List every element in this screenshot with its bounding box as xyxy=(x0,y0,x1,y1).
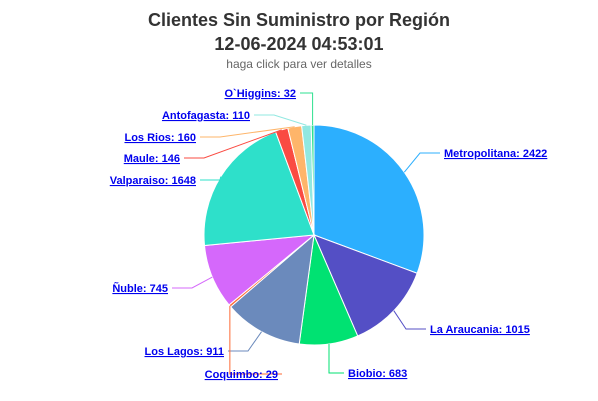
connector-line xyxy=(403,152,440,173)
data-label[interactable]: Antofagasta: 110 xyxy=(162,110,250,122)
data-label[interactable]: Los Lagos: 911 xyxy=(145,346,224,358)
data-labels: Metropolitana: 2422 La Araucania: 1015 Bio… xyxy=(110,88,548,381)
connector-line xyxy=(328,343,344,374)
label-connectors xyxy=(172,92,440,375)
data-label[interactable]: Los Rios: 160 xyxy=(124,132,196,144)
data-label[interactable]: Metropolitana: 2422 xyxy=(444,148,547,160)
data-label[interactable]: Biobio: 683 xyxy=(348,368,407,380)
connector-line xyxy=(229,305,282,375)
connector-line xyxy=(200,176,222,181)
pie-slice-o-higgins[interactable] xyxy=(310,124,315,236)
connector-line xyxy=(172,276,213,289)
data-label[interactable]: Ñuble: 745 xyxy=(112,282,168,295)
data-label[interactable]: Maule: 146 xyxy=(124,153,180,165)
chart-timestamp: 12-06-2024 04:53:01 xyxy=(214,34,384,54)
connector-line xyxy=(228,331,262,352)
connector-line xyxy=(300,92,314,126)
chart-subtitle: haga click para ver detalles xyxy=(226,57,372,71)
connector-line xyxy=(254,114,307,126)
pie-slice-los-lagos[interactable] xyxy=(229,233,315,345)
connector-line xyxy=(184,129,282,159)
pie-slice-metropolitana[interactable] xyxy=(313,124,425,274)
connector-line xyxy=(393,310,426,330)
pie-slice-la-araucania[interactable] xyxy=(313,234,418,337)
data-label[interactable]: Coquimbo: 29 xyxy=(205,369,278,381)
data-label[interactable]: O`Higgins: 32 xyxy=(224,88,296,100)
connector-line xyxy=(200,126,295,138)
chart-title: Clientes Sin Suministro por Región xyxy=(147,10,451,30)
data-label[interactable]: La Araucania: 1015 xyxy=(430,324,530,336)
pie-slices xyxy=(203,124,425,346)
data-label[interactable]: Valparaiso: 1648 xyxy=(110,175,196,187)
